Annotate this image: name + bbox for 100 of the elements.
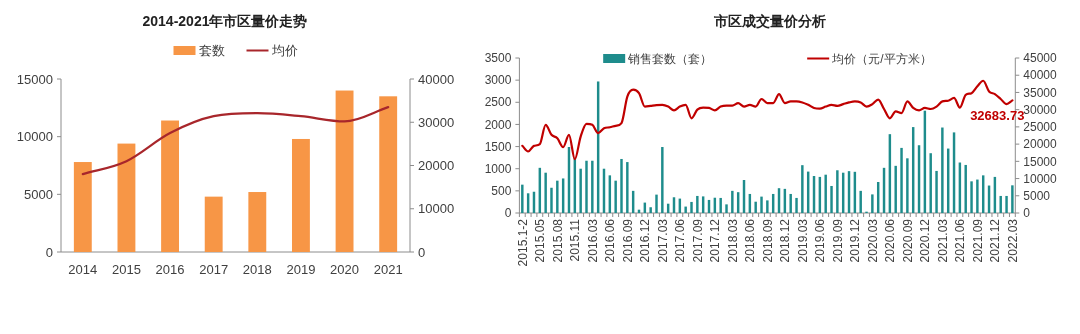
bar [935,170,938,213]
y2-tick-label: 40000 [1023,68,1057,83]
y2-tick-label: 20000 [418,158,455,174]
x-tick-label: 2019 [286,262,316,277]
y-tick-label: 1500 [484,139,512,154]
legend-label: 套数 [198,43,225,58]
x-tick-label: 2021.09 [970,218,985,263]
x-tick-label: 2017.03 [655,218,670,263]
bar [620,158,623,213]
y2-tick-label: 5000 [1023,188,1051,203]
x-tick-label: 2021.12 [988,218,1003,263]
bar [550,187,553,213]
bar [521,184,524,213]
y-tick-label: 0 [45,244,53,260]
x-tick-label: 2020.06 [883,218,898,263]
bar [719,197,722,213]
bar [754,201,757,213]
y2-tick-label: 0 [418,244,426,260]
bar [579,168,582,213]
y2-tick-label: 30000 [1023,102,1057,117]
y-tick-label: 2500 [484,95,512,110]
chart-title: 市区成交量价分析 [713,13,826,29]
y2-tick-label: 0 [1023,206,1031,221]
y2-tick-label: 10000 [418,201,455,217]
bar [591,160,594,213]
legend-label: 均价（元/平方米） [831,52,932,66]
x-tick-label: 2020.03 [865,218,880,263]
y2-tick-label: 20000 [1023,137,1057,152]
x-tick-label: 2018.09 [760,218,775,263]
bar [964,164,967,213]
bar [824,174,827,213]
bar [248,192,267,252]
bar [73,162,92,252]
y2-tick-label: 45000 [1023,51,1057,66]
x-tick-label: 2019.06 [813,218,828,263]
bar [795,197,798,213]
x-tick-label: 2015.1-2 [515,218,530,267]
bar [1005,195,1008,213]
bar [760,196,763,213]
y-tick-label: 1000 [484,161,512,176]
bar [906,158,909,213]
y-tick-label: 500 [491,184,512,199]
x-tick-label: 2017.12 [708,218,723,263]
bar [655,194,658,213]
x-tick-label: 2017 [199,262,229,277]
x-tick-label: 2016 [155,262,185,277]
y-tick-label: 0 [504,206,512,221]
bar [626,162,629,213]
bar [894,165,897,213]
bar [830,185,833,213]
x-tick-label: 2015 [111,262,141,277]
bar [690,201,693,213]
bar [661,147,664,213]
bar [836,170,839,213]
line-series [81,106,390,176]
x-tick-label: 2020.12 [918,218,933,263]
y-tick-label: 10000 [16,129,53,145]
x-tick-label: 2019.12 [848,218,863,263]
x-tick-label: 2020.09 [900,218,915,263]
y2-tick-label: 10000 [1023,171,1057,186]
x-tick-label: 2016.09 [620,218,635,263]
y2-tick-label: 35000 [1023,85,1057,100]
x-tick-label: 2022.03 [1005,218,1020,263]
data-label: 32683.73 [970,108,1025,124]
bar [731,190,734,213]
bar [766,200,769,213]
y-tick-label: 3000 [484,73,512,88]
bar [999,195,1002,213]
y2-tick-label: 40000 [418,71,455,87]
bar [204,196,223,252]
bar [970,181,973,213]
x-tick-label: 2017.09 [690,218,705,263]
x-tick-label: 2018.06 [743,218,758,263]
y-tick-label: 15000 [16,71,53,87]
bar [789,193,792,213]
bar [976,179,979,213]
bar [725,204,728,213]
x-tick-label: 2015.08 [550,218,565,263]
y2-tick-label: 15000 [1023,154,1057,169]
bar [161,120,180,252]
x-tick-label: 2016.03 [585,218,600,263]
x-tick-label: 2021 [373,262,403,277]
y2-tick-label: 25000 [1023,120,1057,135]
bar [871,194,874,213]
x-tick-label: 2015.11 [568,218,583,262]
x-tick-label: 2019.09 [830,218,845,263]
x-tick-label: 2018 [242,262,272,277]
x-tick-label: 2019.03 [795,218,810,263]
legend-label: 销售套数（套） [627,52,713,66]
bar [801,165,804,213]
bar [544,172,547,213]
bar [1011,185,1014,213]
x-tick-label: 2015.05 [533,218,548,263]
x-tick-label: 2018.03 [725,218,740,263]
bar [117,143,136,252]
x-tick-label: 2016.12 [638,218,653,263]
bar [335,90,354,252]
bar [379,96,398,252]
bar [556,180,559,213]
bar [900,147,903,213]
